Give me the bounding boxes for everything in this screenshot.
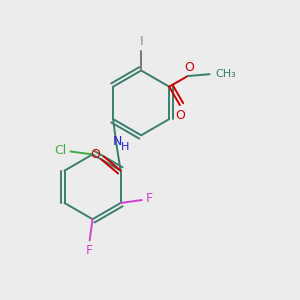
Text: H: H [122, 142, 130, 152]
Text: O: O [176, 109, 185, 122]
Text: Cl: Cl [55, 143, 67, 157]
Text: N: N [113, 135, 122, 148]
Text: O: O [90, 148, 100, 160]
Text: F: F [146, 192, 152, 206]
Text: CH₃: CH₃ [215, 69, 236, 79]
Text: O: O [184, 61, 194, 74]
Text: F: F [85, 244, 93, 257]
Text: I: I [140, 35, 143, 48]
